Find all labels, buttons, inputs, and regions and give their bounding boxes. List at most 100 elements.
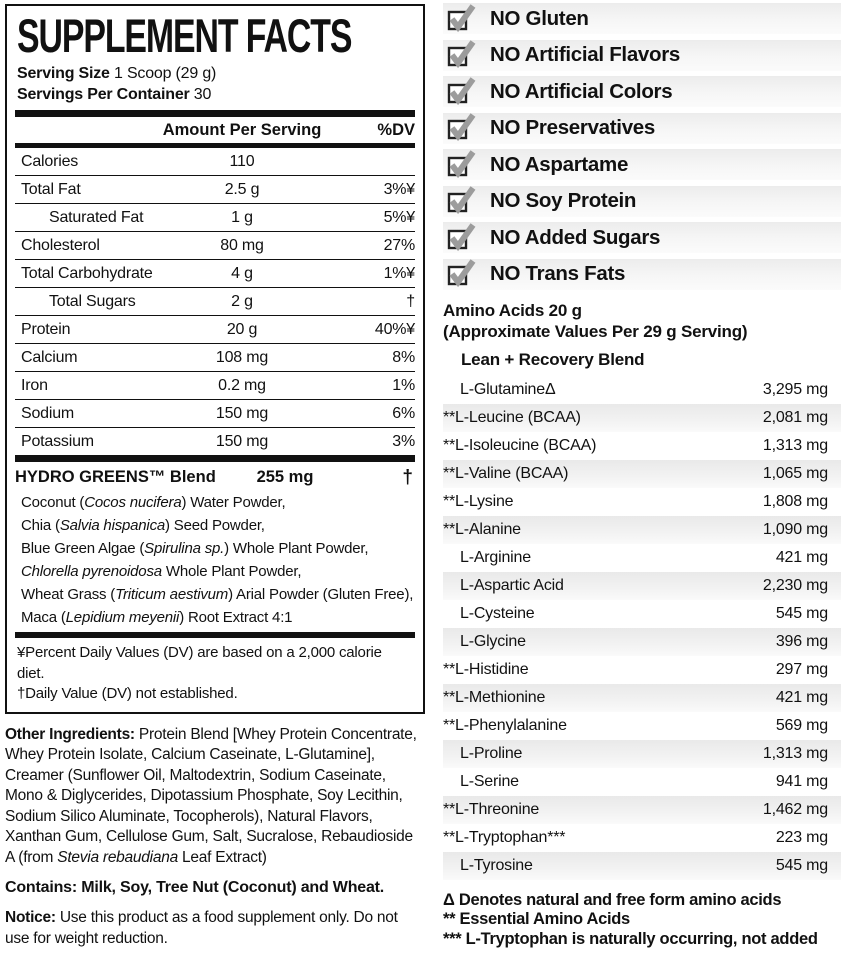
supplement-facts-panel: SUPPLEMENT FACTS Serving Size 1 Scoop (2… (5, 4, 425, 714)
nutrient-name: Calcium (21, 349, 78, 366)
amino-name: L-Tyrosine (460, 856, 533, 874)
checklist-label: NO Artificial Flavors (490, 43, 681, 66)
checkbox-checked-icon (446, 258, 476, 288)
servings-per-container-line: Servings Per Container 30 (17, 84, 413, 105)
nutrient-amount: 2.5 g (224, 181, 260, 198)
checkbox-checked-icon (446, 149, 476, 179)
amino-acid-rows: L-GlutamineΔ 3,295 mg **L-Leucine (BCAA)… (443, 376, 841, 880)
thick-divider (15, 110, 415, 117)
serving-size-label: Serving Size (17, 65, 110, 82)
checklist-item: NO Added Sugars (443, 222, 841, 253)
amino-name: **L-Alanine (443, 520, 521, 538)
amino-row-methionine: **L-Methionine 421 mg (443, 683, 841, 712)
amino-value: 223 mg (775, 828, 828, 846)
nutrient-dv: 1%¥ (383, 265, 416, 282)
nutrient-amount: 20 g (226, 321, 258, 338)
amino-row-threonine: **L-Threonine 1,462 mg (443, 795, 841, 824)
contains-statement: Contains: Milk, Soy, Tree Nut (Coconut) … (5, 879, 385, 896)
amino-name: L-Aspartic Acid (460, 576, 564, 594)
table-row-total-carbohydrate: Total Carbohydrate 4 g 1%¥ (15, 260, 415, 288)
nutrient-dv: † (406, 293, 415, 310)
serving-size-line: Serving Size 1 Scoop (29 g) (17, 63, 413, 84)
amino-value: 2,230 mg (762, 576, 828, 594)
checkbox-checked-icon (446, 3, 476, 33)
blend-ingredient-lines: Coconut (Cocos nucifera) Water Powder, C… (15, 491, 415, 629)
left-column: SUPPLEMENT FACTS Serving Size 1 Scoop (2… (5, 4, 425, 949)
amino-footnote-essential: ** Essential Amino Acids (443, 910, 630, 928)
thick-divider (15, 632, 415, 638)
checklist-label: NO Gluten (490, 6, 589, 30)
checklist-item: NO Aspartame (443, 149, 841, 180)
amino-name: L-GlutamineΔ (460, 380, 556, 398)
amino-footnote-tryptophan: *** L-Tryptophan is naturally occurring,… (443, 929, 818, 948)
checklist-label: NO Soy Protein (490, 189, 637, 212)
nutrient-name: Protein (21, 321, 71, 338)
servings-per-container-label: Servings Per Container (17, 86, 190, 103)
amino-value: 2,081 mg (762, 408, 828, 426)
nutrient-dv: 6% (392, 405, 415, 422)
amino-footnote-delta: Δ Denotes natural and free form amino ac… (443, 890, 782, 909)
amino-value: 1,313 mg (762, 744, 828, 762)
checklist-item: NO Trans Fats (443, 258, 841, 290)
checkbox-checked-icon (446, 39, 476, 69)
dv-column-header: %DV (377, 121, 415, 139)
table-row-saturated-fat: Saturated Fat 1 g 5%¥ (15, 204, 415, 232)
amino-row-glycine: L-Glycine 396 mg (443, 627, 841, 656)
blend-ingredient-line: Blue Green Algae (Spirulina sp.) Whole P… (21, 540, 369, 557)
amino-value: 1,313 mg (762, 436, 828, 454)
amino-value: 297 mg (775, 660, 828, 678)
amino-name: **L-Leucine (BCAA) (443, 408, 581, 426)
amino-name: **L-Tryptophan*** (443, 828, 566, 846)
amino-row-proline: L-Proline 1,313 mg (443, 739, 841, 768)
checklist-item: NO Artificial Flavors (443, 39, 841, 71)
checklist-item: NO Artificial Colors (443, 76, 841, 107)
nutrient-amount: 4 g (231, 265, 253, 282)
dv-footnote-dagger: †Daily Value (DV) not established. (17, 685, 238, 702)
medium-divider (15, 143, 415, 148)
amino-value: 3,295 mg (762, 380, 828, 398)
amino-name: L-Proline (460, 744, 523, 762)
nutrient-name: Calories (21, 153, 79, 170)
nutrient-name: Total Sugars (49, 293, 136, 310)
amino-name: L-Cysteine (460, 604, 535, 622)
amino-value: 1,462 mg (762, 800, 828, 818)
blend-ingredient-line: Chia (Salvia hispanica) Seed Powder, (21, 517, 265, 534)
amino-name: **L-Phenylalanine (443, 716, 567, 734)
amino-row-serine: L-Serine 941 mg (443, 768, 841, 796)
amino-row-cysteine: L-Cysteine 545 mg (443, 600, 841, 628)
nutrient-amount: 1 g (231, 209, 253, 226)
table-row-calories: Calories 110 (15, 148, 415, 176)
table-row-potassium: Potassium 150 mg 3% (15, 428, 415, 455)
table-row-sodium: Sodium 150 mg 6% (15, 400, 415, 428)
nutrient-amount: 150 mg (215, 433, 269, 450)
nutrient-name: Iron (21, 377, 48, 394)
dv-footnote-percent: ¥Percent Daily Values (DV) are based on … (17, 644, 382, 682)
amino-name: **L-Histidine (443, 660, 529, 678)
amino-acids-subheading: (Approximate Values Per 29 g Serving) (443, 321, 748, 341)
serving-size-value: 1 Scoop (29 g) (114, 65, 217, 82)
blend-ingredient-line: Maca (Lepidium meyenii) Root Extract 4:1 (21, 609, 293, 626)
nutrient-amount: 110 (229, 153, 255, 170)
nutrient-amount: 2 g (231, 293, 253, 310)
amino-footnotes: Δ Denotes natural and free form amino ac… (443, 891, 841, 950)
table-header-row: Amount Per Serving %DV (15, 117, 415, 143)
amino-row-leucine: **L-Leucine (BCAA) 2,081 mg (443, 403, 841, 432)
amino-row-lysine: **L-Lysine 1,808 mg (443, 488, 841, 516)
nutrient-name: Total Carbohydrate (21, 265, 153, 282)
table-row-protein: Protein 20 g 40%¥ (15, 316, 415, 344)
checkbox-checked-icon (446, 222, 476, 252)
thick-divider (15, 455, 415, 462)
amino-row-isoleucine: **L-Isoleucine (BCAA) 1,313 mg (443, 432, 841, 460)
checklist-label: NO Preservatives (490, 116, 656, 139)
table-row-total-fat: Total Fat 2.5 g 3%¥ (15, 176, 415, 204)
blend-dv: † (402, 467, 413, 488)
checklist-label: NO Artificial Colors (490, 79, 673, 103)
amino-value: 1,090 mg (762, 520, 828, 538)
amino-name: **L-Valine (BCAA) (443, 464, 569, 482)
amino-row-aspartic-acid: L-Aspartic Acid 2,230 mg (443, 571, 841, 600)
table-row-calcium: Calcium 108 mg 8% (15, 344, 415, 372)
amino-row-alanine: **L-Alanine 1,090 mg (443, 515, 841, 544)
blend-header-row: HYDRO GREENS™ Blend 255 mg † (15, 464, 415, 491)
notice-statement: Notice: Use this product as a food suppl… (5, 909, 398, 947)
